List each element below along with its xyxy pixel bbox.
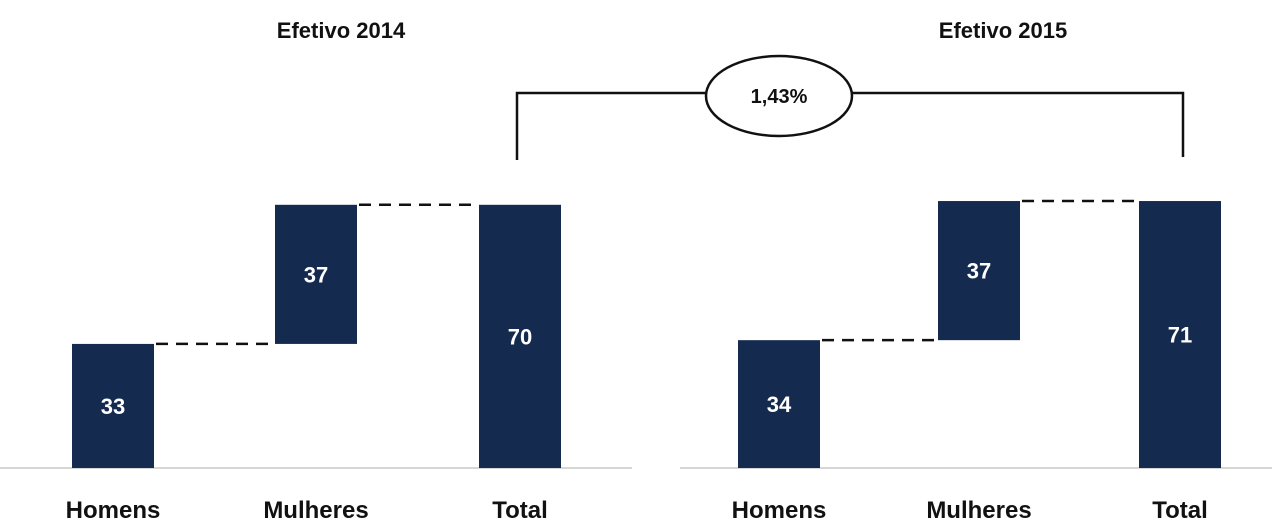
category-label-homens-2015: Homens [732, 497, 827, 524]
bar-homens-2015 [738, 340, 820, 468]
bar-homens-2014 [72, 343, 154, 468]
category-label-mulheres-2014: Mulheres [263, 497, 368, 524]
bar-mulheres-2015 [938, 201, 1020, 341]
bar-mulheres-2014 [275, 204, 357, 344]
change-ellipse [704, 54, 854, 138]
bar-total-2014 [479, 204, 561, 469]
change-bracket [515, 91, 1185, 160]
bar-value-total-2014: 70 [508, 324, 532, 349]
category-label-homens-2014: Homens [66, 497, 161, 524]
chart-title-2015: Efetivo 2015 [939, 18, 1067, 43]
category-label-mulheres-2015: Mulheres [926, 497, 1031, 524]
category-label-total-2015: Total [1152, 497, 1208, 524]
bar-value-total-2015: 71 [1168, 323, 1192, 348]
change-percent-label: 1,43% [751, 86, 808, 108]
bar-value-homens-2014: 33 [101, 394, 125, 419]
change-annotation: 1,43% [515, 54, 1185, 160]
bar-value-homens-2015: 34 [767, 392, 792, 417]
chart-panel-2015: Efetivo 2015 34 Homens 37 Mulheres 71 Total [680, 18, 1272, 524]
bar-value-mulheres-2015: 37 [967, 259, 991, 284]
chart-title-2014: Efetivo 2014 [277, 18, 406, 43]
chart-panel-2014: Efetivo 2014 33 Homens 37 Mulheres 70 Total [0, 18, 632, 524]
bar-total-2015 [1139, 201, 1221, 469]
bar-value-mulheres-2014: 37 [304, 262, 328, 287]
category-label-total-2014: Total [492, 497, 548, 524]
